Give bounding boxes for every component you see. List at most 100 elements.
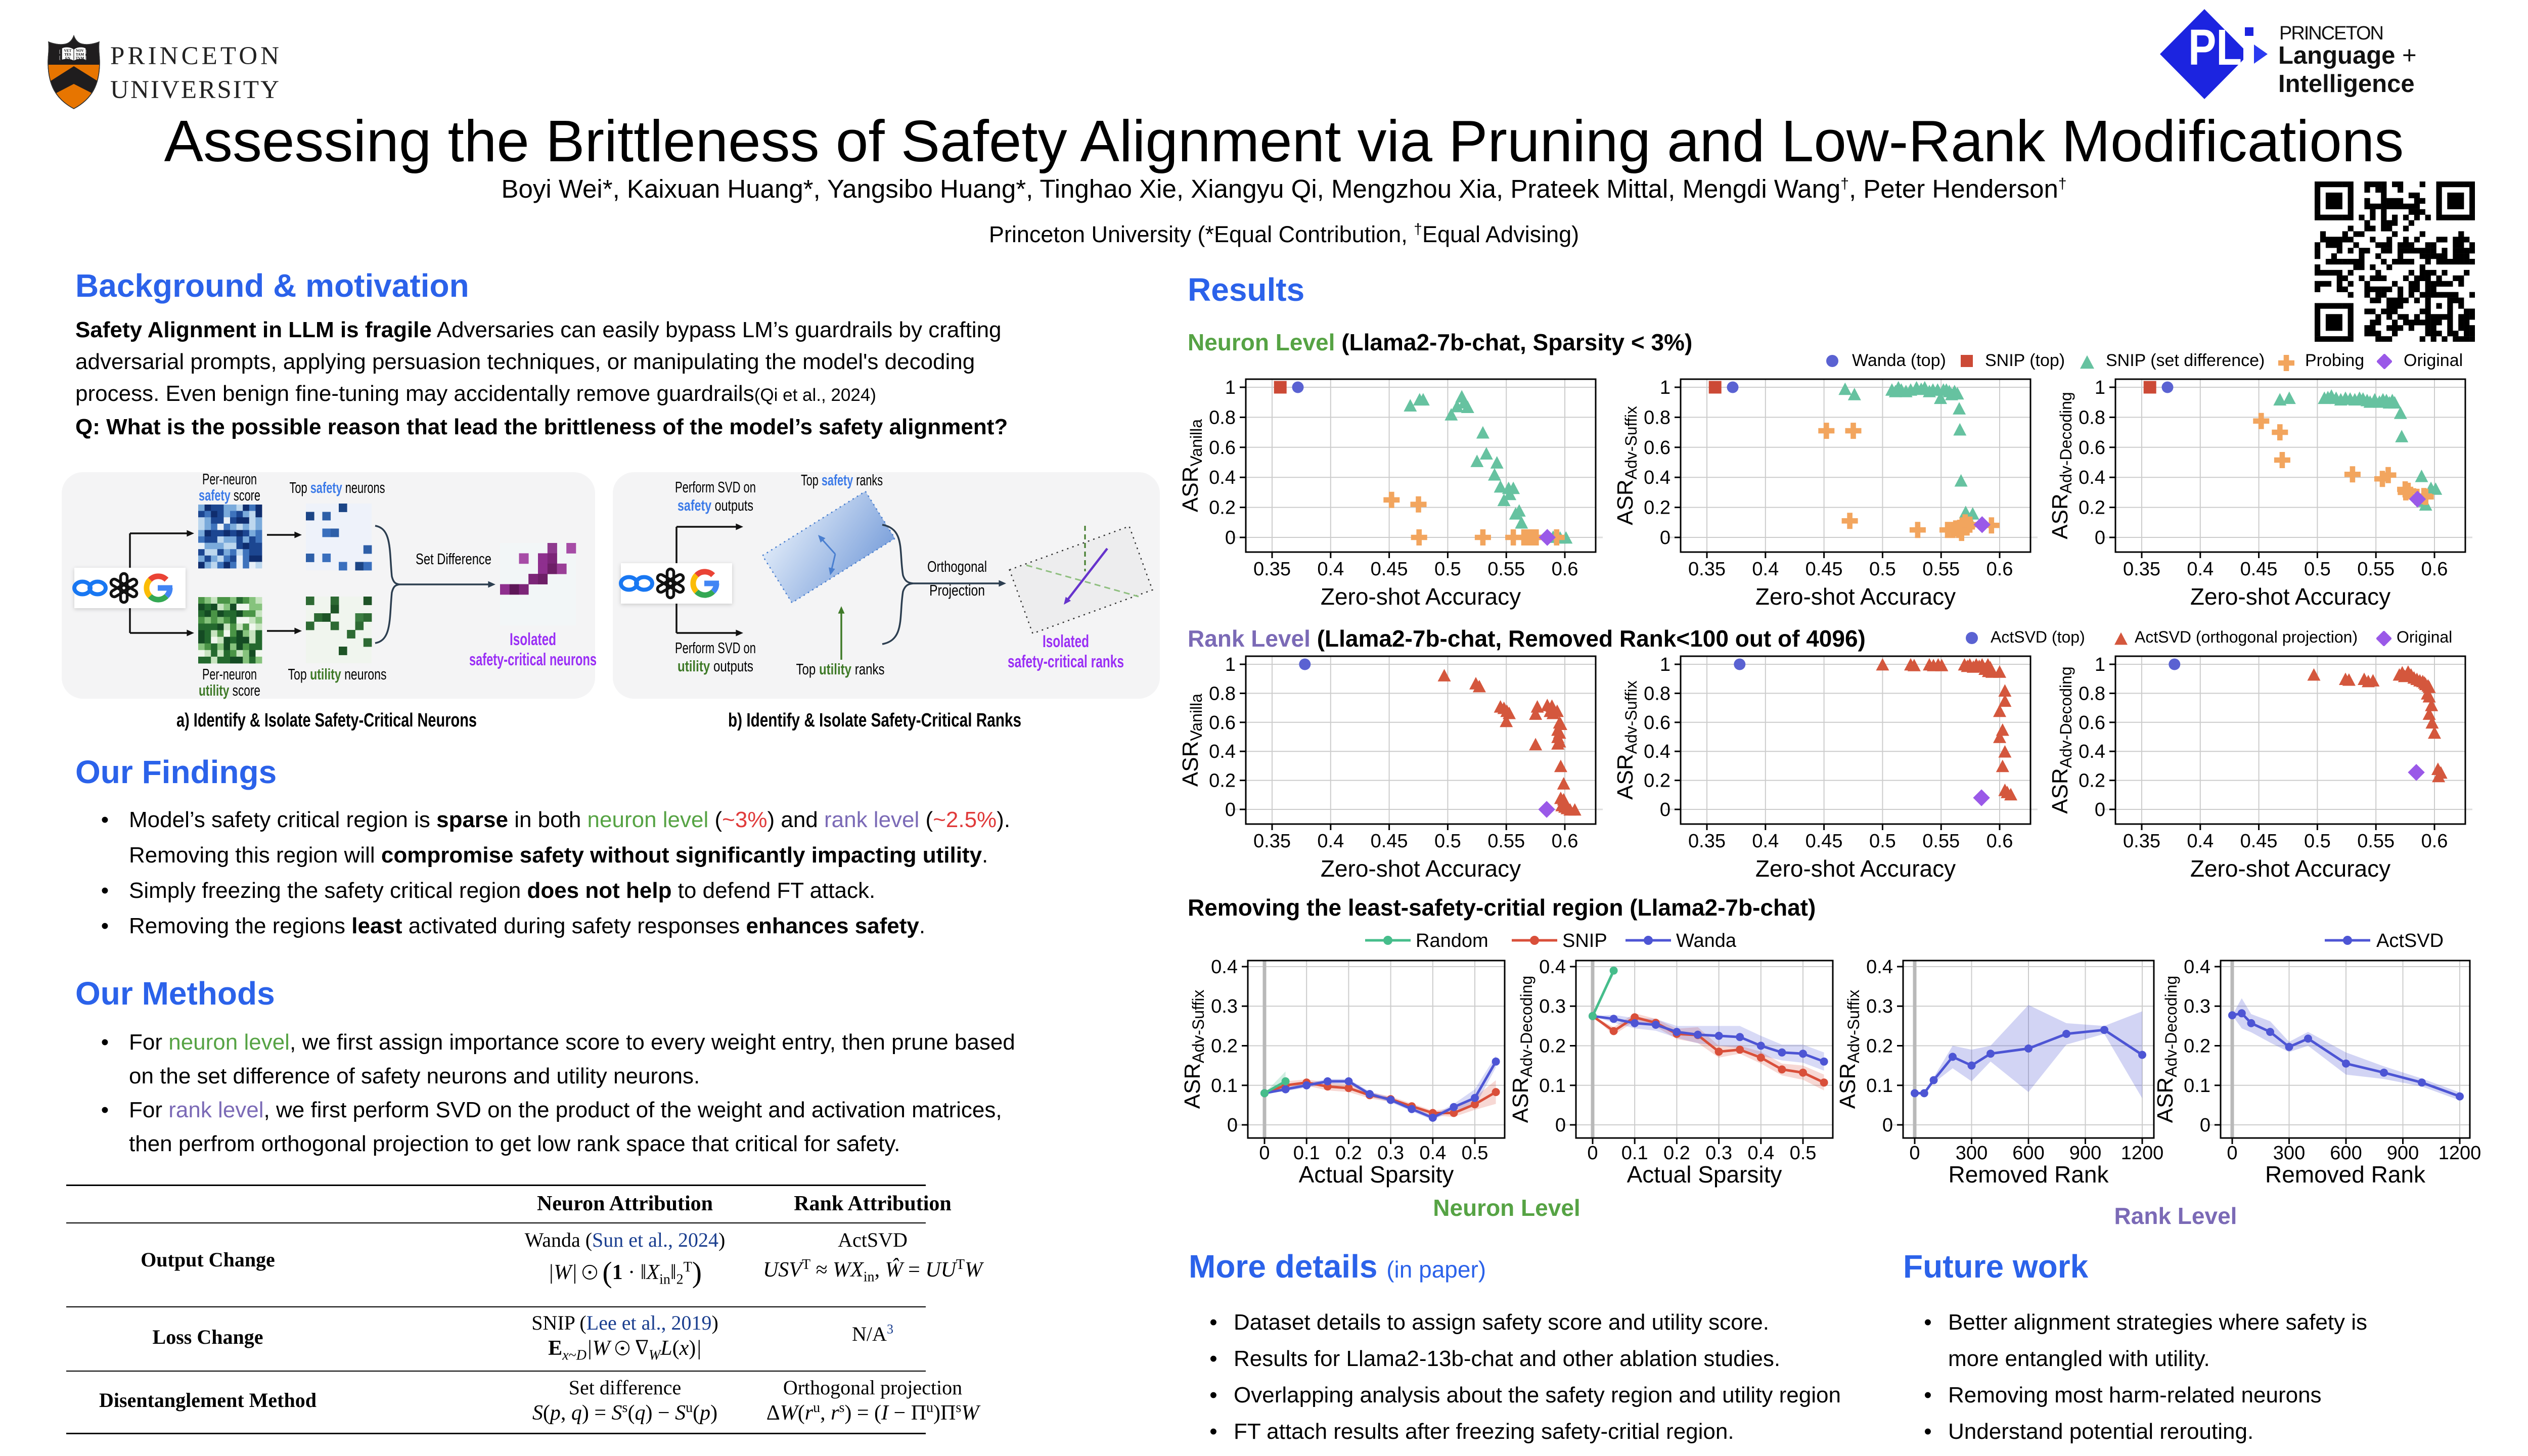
svg-text:0: 0 bbox=[1227, 1115, 1238, 1136]
svg-text:0.5: 0.5 bbox=[1434, 559, 1461, 580]
svg-text:0.8: 0.8 bbox=[1644, 683, 1671, 704]
svg-text:EN: EN bbox=[65, 57, 71, 61]
svg-text:0.45: 0.45 bbox=[1805, 559, 1843, 580]
svg-text:0.45: 0.45 bbox=[1371, 559, 1408, 580]
svg-text:0: 0 bbox=[1882, 1115, 1893, 1136]
svg-text:0.6: 0.6 bbox=[1987, 559, 2013, 580]
svg-text:Projection: Projection bbox=[929, 581, 985, 599]
svg-text:1200: 1200 bbox=[2121, 1143, 2164, 1164]
svg-text:0.6: 0.6 bbox=[2421, 831, 2448, 852]
svg-text:safety-critical neurons: safety-critical neurons bbox=[469, 650, 597, 669]
svg-text:1: 1 bbox=[1225, 654, 1236, 675]
svg-text:0.45: 0.45 bbox=[1371, 831, 1408, 852]
svg-text:Zero-shot Accuracy: Zero-shot Accuracy bbox=[2190, 855, 2390, 882]
svg-text:0.2: 0.2 bbox=[1539, 1036, 1566, 1057]
svg-text:0.4: 0.4 bbox=[2079, 467, 2105, 488]
svg-text:ASRAdv-Decoding: ASRAdv-Decoding bbox=[2153, 976, 2180, 1123]
svg-text:0.3: 0.3 bbox=[1705, 1143, 1732, 1164]
svg-text:0.2: 0.2 bbox=[1335, 1143, 1362, 1164]
svg-text:0.4: 0.4 bbox=[1866, 957, 1893, 978]
svg-text:Set Difference: Set Difference bbox=[416, 550, 491, 568]
svg-text:900: 900 bbox=[2069, 1143, 2101, 1164]
svg-text:600: 600 bbox=[2012, 1143, 2044, 1164]
svg-text:300: 300 bbox=[2273, 1143, 2305, 1164]
svg-text:Perform SVD on: Perform SVD on bbox=[675, 478, 756, 496]
svg-text:0.4: 0.4 bbox=[1317, 559, 1344, 580]
svg-text:0.2: 0.2 bbox=[1644, 770, 1671, 792]
svg-text:0.2: 0.2 bbox=[2184, 1036, 2210, 1057]
svg-text:0.6: 0.6 bbox=[2421, 559, 2448, 580]
svg-text:TVM: TVM bbox=[76, 57, 84, 61]
svg-text:0.1: 0.1 bbox=[1539, 1075, 1566, 1097]
svg-text:0.45: 0.45 bbox=[2240, 831, 2278, 852]
svg-text:0.3: 0.3 bbox=[1377, 1143, 1404, 1164]
svg-text:0.8: 0.8 bbox=[1209, 407, 1236, 428]
svg-text:0.5: 0.5 bbox=[1434, 831, 1461, 852]
svg-text:Actual Sparsity: Actual Sparsity bbox=[1299, 1161, 1454, 1188]
svg-text:0.4: 0.4 bbox=[1747, 1143, 1774, 1164]
svg-text:0.2: 0.2 bbox=[1644, 497, 1671, 519]
svg-text:900: 900 bbox=[2387, 1143, 2419, 1164]
svg-text:0.5: 0.5 bbox=[2304, 831, 2331, 852]
svg-text:Isolated: Isolated bbox=[1043, 632, 1089, 651]
svg-text:0.4: 0.4 bbox=[1644, 467, 1671, 488]
svg-text:0: 0 bbox=[1909, 1143, 1920, 1164]
svg-text:Removed Rank: Removed Rank bbox=[1948, 1161, 2109, 1188]
svg-text:0: 0 bbox=[1225, 527, 1236, 549]
svg-text:0.55: 0.55 bbox=[2357, 559, 2395, 580]
svg-text:0.6: 0.6 bbox=[1209, 712, 1236, 734]
svg-text:]: ] bbox=[85, 49, 86, 54]
svg-text:0.3: 0.3 bbox=[1866, 996, 1893, 1017]
svg-text:0.4: 0.4 bbox=[2187, 559, 2214, 580]
svg-text:1200: 1200 bbox=[2439, 1143, 2481, 1164]
svg-text:0.2: 0.2 bbox=[1209, 770, 1236, 792]
svg-text:0.2: 0.2 bbox=[1209, 497, 1236, 519]
svg-text:1: 1 bbox=[2095, 377, 2105, 398]
svg-text:0.35: 0.35 bbox=[1688, 559, 1726, 580]
svg-text:b) Identify & Isolate Safety-C: b) Identify & Isolate Safety-Critical Ra… bbox=[728, 710, 1021, 731]
svg-text:]: ] bbox=[85, 55, 86, 60]
svg-text:0.55: 0.55 bbox=[1922, 831, 1960, 852]
svg-text:0.6: 0.6 bbox=[1644, 712, 1671, 734]
svg-text:0.55: 0.55 bbox=[2357, 831, 2395, 852]
svg-text:1: 1 bbox=[1660, 654, 1671, 675]
svg-text:0: 0 bbox=[1587, 1143, 1598, 1164]
svg-text:Zero-shot Accuracy: Zero-shot Accuracy bbox=[2190, 583, 2390, 610]
svg-text:0.35: 0.35 bbox=[1253, 559, 1291, 580]
svg-text:safety-critical ranks: safety-critical ranks bbox=[1008, 652, 1124, 671]
svg-text:0: 0 bbox=[2200, 1115, 2210, 1136]
svg-text:Zero-shot Accuracy: Zero-shot Accuracy bbox=[1321, 855, 1521, 882]
svg-text:Actual Sparsity: Actual Sparsity bbox=[1627, 1161, 1782, 1188]
svg-text:0.2: 0.2 bbox=[1211, 1036, 1238, 1057]
svg-text:Orthogonal: Orthogonal bbox=[927, 558, 987, 575]
svg-text:0: 0 bbox=[1555, 1115, 1566, 1136]
svg-text:TES: TES bbox=[64, 53, 71, 57]
svg-text:0.3: 0.3 bbox=[2184, 996, 2210, 1017]
svg-text:safety outputs: safety outputs bbox=[678, 496, 753, 514]
svg-text:0.2: 0.2 bbox=[1866, 1036, 1893, 1057]
svg-text:0.3: 0.3 bbox=[1539, 996, 1566, 1017]
svg-text:utility score: utility score bbox=[199, 681, 260, 699]
svg-text:0.6: 0.6 bbox=[2079, 712, 2105, 734]
svg-text:1: 1 bbox=[2095, 654, 2105, 675]
svg-text:0.5: 0.5 bbox=[1869, 831, 1896, 852]
svg-text:0.1: 0.1 bbox=[1621, 1143, 1648, 1164]
svg-text:Top utility neurons: Top utility neurons bbox=[288, 665, 387, 683]
svg-text:0.4: 0.4 bbox=[1317, 831, 1344, 852]
svg-text:0.5: 0.5 bbox=[2304, 559, 2331, 580]
svg-text:0.4: 0.4 bbox=[2184, 957, 2210, 978]
svg-text:0.5: 0.5 bbox=[1869, 559, 1896, 580]
svg-text:0.1: 0.1 bbox=[1211, 1075, 1238, 1097]
svg-text:PRINCETON: PRINCETON bbox=[110, 42, 279, 70]
svg-text:0.4: 0.4 bbox=[1209, 741, 1236, 762]
svg-text:a) Identify & Isolate Safety-C: a) Identify & Isolate Safety-Critical Ne… bbox=[176, 710, 477, 731]
svg-text:0.45: 0.45 bbox=[2240, 559, 2278, 580]
svg-text:0.6: 0.6 bbox=[1987, 831, 2013, 852]
svg-text:safety score: safety score bbox=[199, 486, 260, 504]
svg-text:Zero-shot Accuracy: Zero-shot Accuracy bbox=[1321, 583, 1521, 610]
svg-text:NOV: NOV bbox=[76, 49, 84, 53]
svg-text:300: 300 bbox=[1956, 1143, 1988, 1164]
svg-text:Zero-shot Accuracy: Zero-shot Accuracy bbox=[1755, 583, 1956, 610]
svg-text:Removed Rank: Removed Rank bbox=[2265, 1161, 2426, 1188]
svg-text:0.8: 0.8 bbox=[2079, 683, 2105, 704]
